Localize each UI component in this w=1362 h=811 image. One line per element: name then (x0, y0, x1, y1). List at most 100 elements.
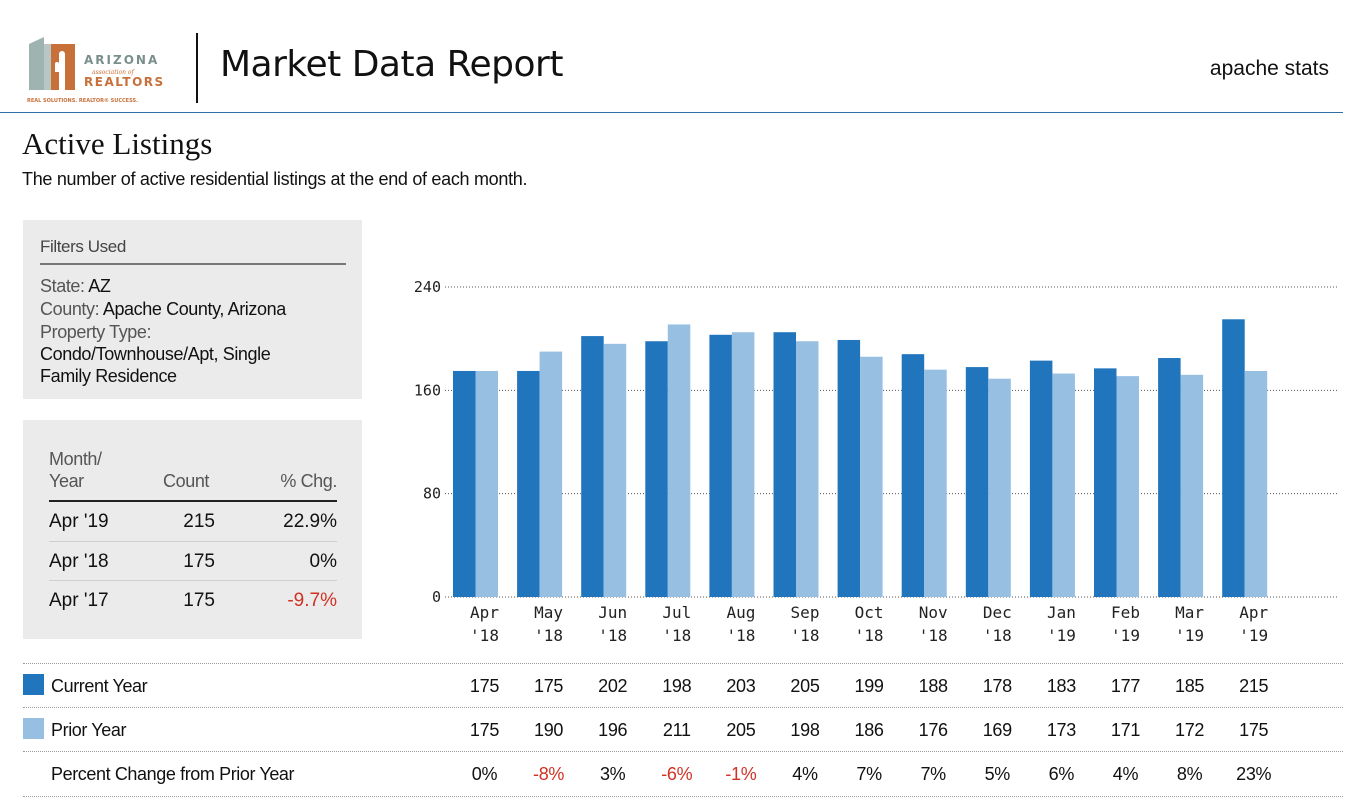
filter-state-value: AZ (88, 276, 111, 296)
current-year-value: 175 (534, 676, 564, 696)
stats-period: Apr '19 (49, 511, 109, 532)
stats-row: Apr '18 175 0% (49, 542, 337, 582)
x-tick-label: '19 (1047, 626, 1076, 645)
current-year-swatch (23, 674, 44, 695)
logo-text-association: association of (92, 69, 136, 76)
x-tick-label: Mar (1175, 603, 1204, 622)
percent-change-value: 7% (920, 764, 946, 784)
stats-row-divider (49, 580, 337, 581)
bar-prior-year (1052, 373, 1075, 597)
x-tick-label: '18 (983, 626, 1012, 645)
bar-current-year (837, 339, 861, 597)
filter-county: County: Apache County, Arizona (40, 298, 286, 320)
arizona-realtors-logo: ARIZONA association of REALTORS REAL SOL… (26, 34, 176, 104)
stats-header-month-line1: Month/ (49, 449, 102, 469)
bar-prior-year (860, 356, 883, 597)
stats-panel: Month/ Year Count % Chg. Apr '19 215 22.… (23, 420, 362, 639)
x-tick-label: '19 (1175, 626, 1204, 645)
percent-change-value: 4% (792, 764, 818, 784)
current-year-value: 203 (726, 676, 756, 696)
x-tick-label: Jun (598, 603, 627, 622)
table-divider (23, 796, 1343, 797)
current-year-value: 183 (1046, 676, 1076, 696)
bar-prior-year (731, 332, 755, 597)
bar-current-year (1222, 319, 1245, 597)
prior-year-value: 198 (790, 720, 820, 740)
section-subtitle: The number of active residential listing… (22, 169, 528, 189)
x-tick-label: '18 (470, 626, 499, 645)
current-year-value: 178 (982, 676, 1012, 696)
x-tick-label: Jul (662, 603, 691, 622)
stats-count: 175 (183, 551, 215, 572)
stats-chg: 22.9% (283, 511, 337, 532)
bar-current-year (1094, 368, 1117, 597)
stats-row-divider (49, 541, 337, 542)
prior-year-value: 172 (1175, 720, 1205, 740)
prior-year-value: 176 (918, 720, 948, 740)
filter-county-label: County: (40, 299, 100, 319)
bar-current-year (453, 370, 476, 597)
prior-year-value: 186 (854, 720, 884, 740)
stats-row: Apr '17 175 -9.7% (49, 581, 337, 621)
x-tick-label: Aug (726, 603, 755, 622)
stats-period: Apr '18 (49, 551, 109, 572)
bar-prior-year (1180, 374, 1204, 597)
table-row-prior-year: Prior Year 175 190 196 211 205 198 186 176 169 17… (23, 708, 1343, 750)
section-title: Active Listings (22, 126, 213, 161)
stats-chg: -9.7% (287, 590, 337, 611)
filter-state: State: AZ (40, 275, 111, 297)
table-row-current-year: Current Year 175 175 202 198 203 205 199 188 178… (23, 664, 1343, 706)
x-tick-label: '18 (791, 626, 820, 645)
prior-year-value: 171 (1110, 720, 1141, 740)
bar-current-year (1158, 358, 1181, 597)
bar-prior-year (1116, 376, 1139, 597)
percent-change-value: 5% (984, 764, 1011, 784)
stats-period: Apr '17 (49, 590, 109, 611)
stats-header-rule (49, 500, 337, 502)
table-divider (23, 707, 1343, 708)
current-year-value: 175 (469, 676, 500, 696)
y-tick-label: 160 (414, 381, 441, 399)
current-year-value: 198 (662, 676, 692, 696)
percent-change-value: -6% (661, 764, 693, 784)
bar-current-year (581, 336, 604, 597)
percent-change-value: 3% (599, 764, 626, 784)
current-year-value: 185 (1175, 676, 1205, 696)
filter-county-value: Apache County, Arizona (102, 299, 286, 319)
x-tick-label: '18 (855, 626, 884, 645)
percent-change-value: 6% (1048, 764, 1075, 784)
bar-prior-year (603, 343, 627, 597)
current-year-value: 177 (1110, 676, 1141, 696)
y-tick-label: 0 (432, 588, 441, 606)
y-tick-label: 240 (414, 278, 441, 296)
filter-property-value-line1: Condo/Townhouse/Apt, Single (40, 344, 271, 364)
prior-year-value: 190 (534, 720, 564, 740)
header-divider (196, 33, 198, 103)
prior-year-value: 205 (726, 720, 756, 740)
bar-prior-year (539, 351, 563, 597)
x-tick-label: '18 (919, 626, 948, 645)
logo-text-arizona: ARIZONA (84, 53, 159, 67)
y-tick-label: 80 (423, 485, 441, 503)
prior-year-label: Prior Year (51, 720, 127, 740)
x-tick-label: '19 (1111, 626, 1140, 645)
report-tag: apache stats (1209, 57, 1329, 80)
stats-count: 175 (183, 590, 215, 611)
percent-change-value: -8% (533, 764, 565, 784)
bar-current-year (709, 334, 732, 597)
bar-current-year (517, 370, 540, 597)
bar-current-year (1029, 360, 1053, 597)
prior-year-value: 196 (598, 720, 628, 740)
percent-change-value: 4% (1112, 764, 1139, 784)
filter-property-value-line2: Family Residence (40, 366, 177, 386)
current-year-value: 199 (854, 676, 884, 696)
stats-header-month-line2: Year (49, 471, 84, 491)
x-tick-label: Dec (983, 603, 1012, 622)
x-tick-label: Nov (919, 603, 948, 622)
percent-change-value: 23% (1236, 764, 1272, 784)
x-tick-label: Feb (1111, 603, 1140, 622)
current-year-label: Current Year (51, 676, 148, 696)
x-tick-label: Jan (1047, 603, 1076, 622)
filter-property-label: Property Type: (40, 322, 152, 342)
stats-header-count: Count (163, 471, 210, 491)
